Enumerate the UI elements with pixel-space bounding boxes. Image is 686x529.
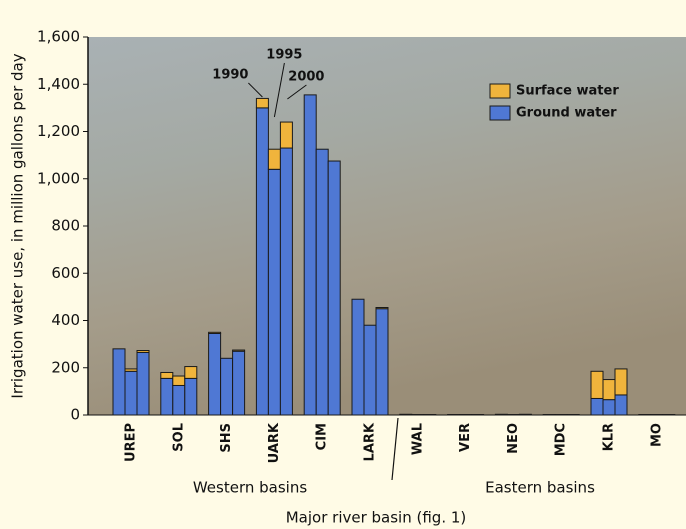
bar-segment xyxy=(172,384,186,416)
bar-segment xyxy=(136,351,150,416)
y-tick-label: 600 xyxy=(51,264,80,282)
y-tick-label: 0 xyxy=(70,406,80,424)
x-tick-label: SOL xyxy=(171,423,186,452)
bar-segment xyxy=(232,349,246,352)
bar-segment xyxy=(255,107,269,416)
y-tick-label: 1,200 xyxy=(37,122,80,140)
bar-segment xyxy=(590,370,604,399)
group-label: Western basins xyxy=(193,479,307,497)
x-tick-label: KLR xyxy=(602,423,617,451)
bar-segment xyxy=(363,324,377,416)
y-tick-label: 800 xyxy=(51,217,80,235)
bar-segment xyxy=(232,350,246,416)
leader-line xyxy=(248,82,263,98)
bar-segment xyxy=(494,413,508,416)
y-tick-label: 1,000 xyxy=(37,169,80,187)
bar-segment xyxy=(124,368,138,372)
bar-segment xyxy=(602,399,616,416)
bar-segment xyxy=(220,357,234,416)
bar-segment xyxy=(184,366,198,379)
bar-segment xyxy=(208,332,222,416)
x-tick-label: UREP xyxy=(124,423,139,462)
bar-segment xyxy=(614,394,628,416)
x-tick-label: MO xyxy=(649,423,664,447)
y-tick-label: 400 xyxy=(51,311,80,329)
bar-segment xyxy=(279,147,293,416)
x-tick-label: WAL xyxy=(410,423,425,455)
bar-segment xyxy=(327,160,341,416)
leader-line xyxy=(287,84,307,100)
x-tick-label: MDC xyxy=(554,423,569,456)
x-tick-label: UARK xyxy=(267,422,282,463)
x-axis-title: Major river basin (fig. 1) xyxy=(286,509,467,527)
bar-segment xyxy=(375,308,389,416)
x-tick-label: CIM xyxy=(315,423,330,450)
bar-segment xyxy=(590,397,604,416)
bar-segment xyxy=(255,97,269,109)
y-tick-label: 1,400 xyxy=(37,75,80,93)
bar-segment xyxy=(279,121,293,149)
bar-segment xyxy=(184,377,198,416)
bar-segment xyxy=(518,413,532,416)
bar-segment xyxy=(136,350,150,353)
bar-segment xyxy=(351,298,365,416)
x-tick-label: SHS xyxy=(219,423,234,453)
bar-segment xyxy=(315,148,329,416)
year-label: 2000 xyxy=(288,70,324,85)
legend-label: Ground water xyxy=(516,106,617,121)
legend-swatch xyxy=(489,105,511,121)
year-label: 1995 xyxy=(266,48,302,63)
bar-segment xyxy=(267,168,281,416)
bar-segment xyxy=(303,94,317,416)
x-tick-label: VER xyxy=(458,423,473,452)
bar-segment xyxy=(614,368,628,396)
y-tick-label: 200 xyxy=(51,358,80,376)
bar-segment xyxy=(208,331,222,334)
bar-segment xyxy=(602,379,616,401)
legend-swatch xyxy=(489,83,511,99)
bar-segment xyxy=(124,370,138,416)
bar-segment xyxy=(160,371,174,379)
year-label: 1990 xyxy=(212,68,248,83)
bar-segment xyxy=(399,413,413,416)
group-label: Eastern basins xyxy=(485,479,595,497)
bar-segment xyxy=(172,375,186,386)
bar-segment xyxy=(267,148,281,170)
legend-label: Surface water xyxy=(516,84,619,99)
bar-segment xyxy=(375,307,389,310)
x-tick-label: NEO xyxy=(506,423,521,454)
bar-segment xyxy=(160,377,174,416)
leader-line xyxy=(273,62,285,118)
x-tick-label: LARK xyxy=(363,422,378,461)
group-divider xyxy=(391,417,399,481)
y-tick-label: 1,600 xyxy=(37,28,80,46)
bar-segment xyxy=(112,348,126,416)
y-axis-title: Irrigation water use, in million gallons… xyxy=(9,53,27,398)
